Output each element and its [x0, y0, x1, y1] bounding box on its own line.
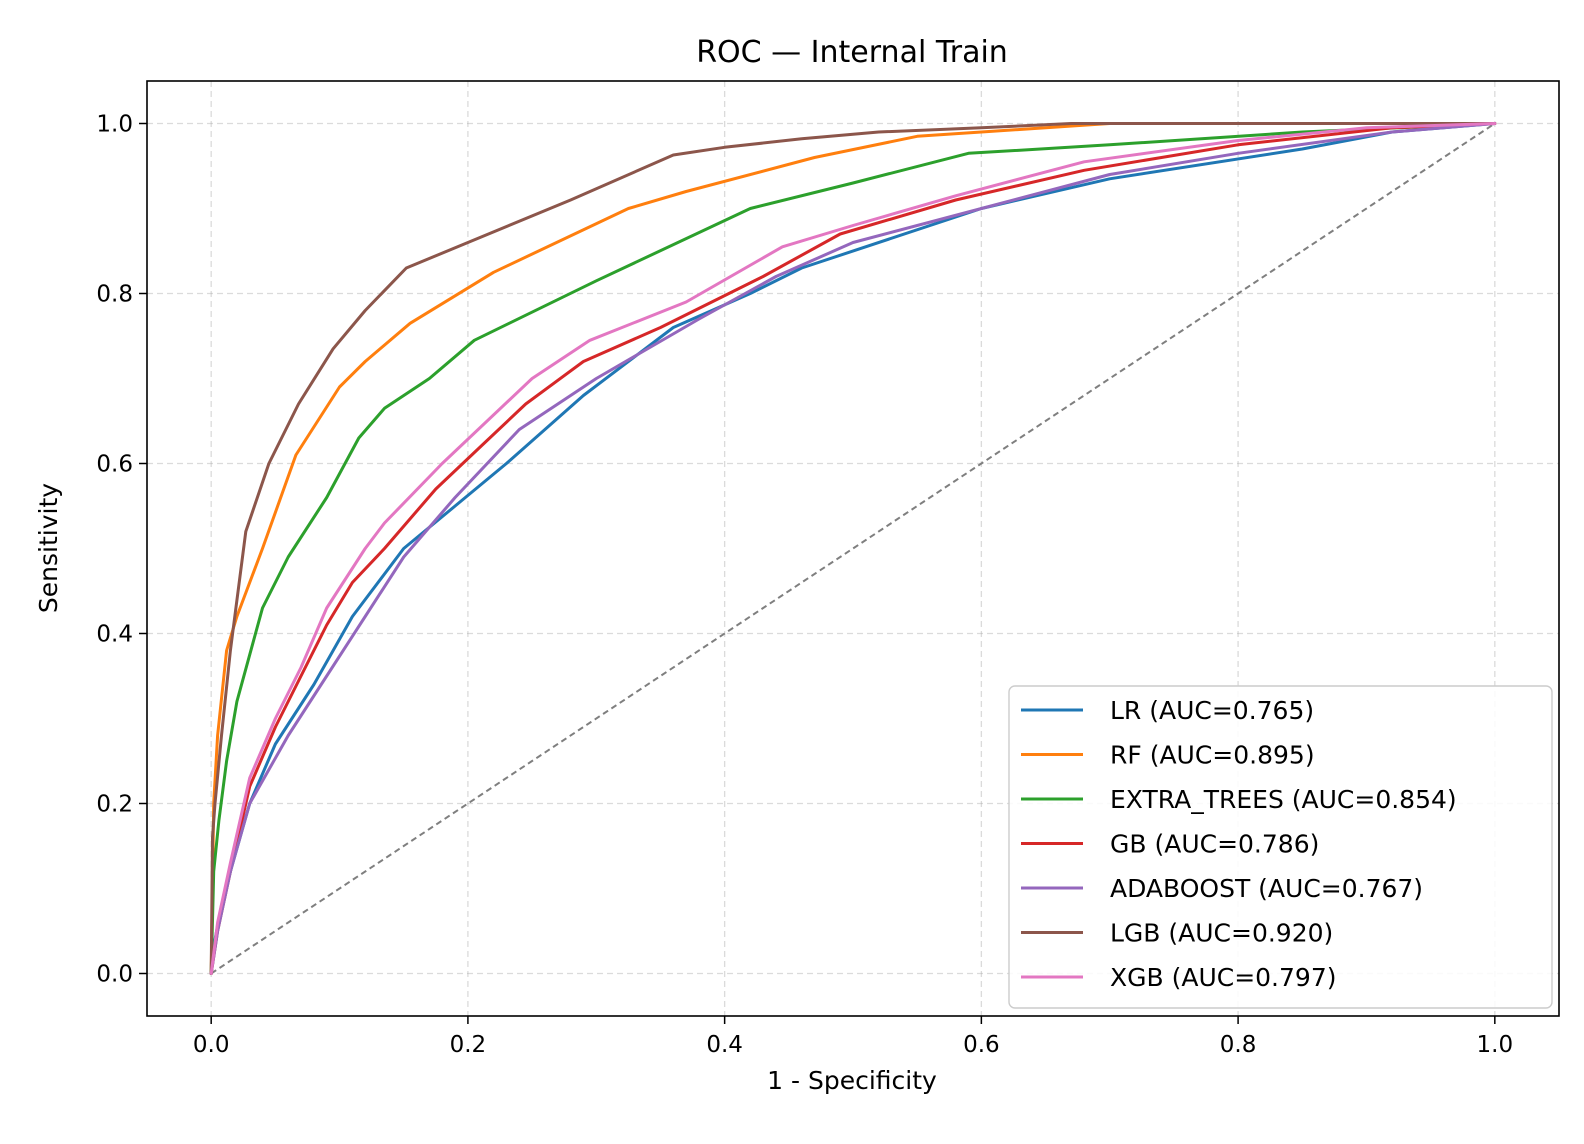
legend-label: XGB (AUC=0.797) — [1110, 963, 1336, 992]
series-lines — [209, 122, 1497, 975]
y-tick-label: 1.0 — [96, 112, 133, 138]
legend-label: EXTRA_TREES (AUC=0.854) — [1110, 785, 1457, 814]
x-tick-label: 0.4 — [706, 1032, 743, 1058]
y-tick-label: 0.6 — [96, 452, 133, 478]
chance-diagonal-line — [210, 122, 1496, 975]
x-axis-label: 1 - Specificity — [767, 1066, 937, 1095]
reference-diagonal — [210, 122, 1496, 975]
legend-label: ADABOOST (AUC=0.767) — [1110, 874, 1423, 903]
roc-curve-4 — [209, 122, 1497, 975]
y-tick-label: 0.4 — [96, 622, 133, 648]
roc-curve-3 — [209, 122, 1497, 975]
legend-box — [1008, 685, 1553, 1009]
x-tick-label: 1.0 — [1477, 1032, 1514, 1058]
y-axis-label: Sensitivity — [34, 483, 63, 613]
legend-label: RF (AUC=0.895) — [1110, 741, 1315, 770]
y-tick-label: 0.8 — [96, 282, 133, 308]
chart-title: ROC — Internal Train — [696, 35, 1008, 70]
roc-curve-2 — [209, 122, 1497, 975]
y-tick-label: 0.0 — [96, 962, 133, 988]
roc-curve-1 — [209, 122, 1497, 975]
x-tick-label: 0.8 — [1220, 1032, 1257, 1058]
axis-ticks: 0.0 0.2 0.4 0.6 0.8 1.0 0.0 0.2 0.4 0.6 0.8 1.0 — [96, 112, 1513, 1059]
x-tick-label: 0.2 — [450, 1032, 487, 1058]
x-tick-label: 0.6 — [963, 1032, 1000, 1058]
plot-frame — [146, 80, 1560, 1017]
legend-label: LGB (AUC=0.920) — [1110, 919, 1333, 948]
roc-curve-6 — [209, 122, 1497, 975]
x-tick-label: 0.0 — [193, 1032, 230, 1058]
legend-label: GB (AUC=0.786) — [1110, 830, 1319, 859]
legend: LR (AUC=0.765) RF (AUC=0.895) EXTRA_TREES … — [1008, 685, 1553, 1009]
grid — [147, 81, 1559, 1016]
roc-curve-5 — [209, 122, 1497, 975]
legend-label: LR (AUC=0.765) — [1110, 696, 1314, 725]
y-tick-label: 0.2 — [96, 792, 133, 818]
